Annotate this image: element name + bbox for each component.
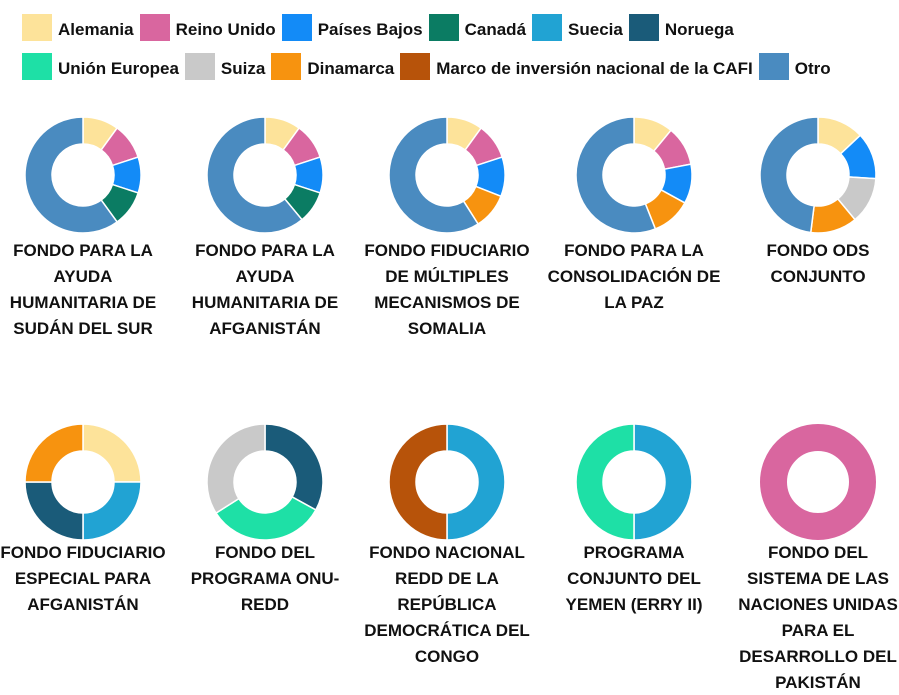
- legend-swatch: [628, 14, 659, 41]
- legend-label: Reino Unido: [175, 20, 276, 39]
- legend-swatch: [758, 53, 789, 80]
- legend-entry: Dinamarca: [271, 53, 394, 80]
- chart-title: FONDO PARA LA AYUDA HUMANITARIA DE SUDÁN…: [9, 241, 157, 338]
- donut-segment: [24, 116, 119, 234]
- chart-title: FONDO PARA LA CONSOLIDACIÓN DE LA PAZ: [547, 241, 721, 312]
- donut-segment: [82, 423, 142, 483]
- donut-segment: [24, 423, 84, 483]
- legend-label: Dinamarca: [307, 59, 395, 78]
- legend-swatch: [281, 14, 312, 41]
- chart-title: FONDO ODS CONJUNTO: [766, 241, 870, 286]
- legend-label: Noruega: [664, 20, 734, 39]
- chart-title: PROGRAMA CONJUNTO DEL YEMEN (ERRY II): [565, 543, 703, 614]
- donut-segment: [388, 423, 448, 541]
- chart-title: FONDO DEL SISTEMA DE LAS NACIONES UNIDAS…: [738, 543, 898, 692]
- donut-segment: [206, 116, 304, 234]
- legend-entry: Unión Europea: [22, 53, 179, 80]
- donut-segment: [82, 481, 142, 541]
- legend-label: Suecia: [568, 20, 623, 39]
- donut-segment: [206, 423, 266, 515]
- donut-segment: [575, 116, 657, 234]
- legend-entry: Otro: [758, 53, 831, 80]
- legend-swatch: [428, 14, 459, 41]
- legend-label: Suiza: [220, 59, 266, 78]
- legend-label: Países Bajos: [317, 20, 423, 39]
- legend-entry: Marco de inversión nacional de la CAFI: [400, 53, 753, 80]
- chart-title: FONDO FIDUCIARIO DE MÚLTIPLES MECANISMOS…: [364, 241, 530, 338]
- legend-entry: Suecia: [532, 14, 623, 41]
- legend-swatch: [22, 53, 52, 80]
- legend-entry: Canadá: [428, 14, 527, 41]
- legend-swatch: [139, 14, 170, 41]
- chart-title: FONDO FIDUCIARIO ESPECIAL PARA AFGANISTÁ…: [0, 543, 166, 614]
- legend-label: Alemania: [58, 20, 134, 39]
- legend-entry: Países Bajos: [281, 14, 423, 41]
- donut-segment: [575, 423, 635, 541]
- legend-swatch: [400, 53, 431, 80]
- legend-entry: Reino Unido: [139, 14, 276, 41]
- legend-label: Unión Europea: [58, 59, 179, 78]
- legend-entry: Suiza: [184, 53, 266, 80]
- legend-label: Marco de inversión nacional de la CAFI: [436, 59, 753, 78]
- donut-segment: [388, 116, 480, 234]
- chart-title: FONDO NACIONAL REDD DE LA REPÚBLICA DEMO…: [364, 543, 530, 666]
- legend-entry: Noruega: [628, 14, 734, 41]
- donut-segment: [760, 424, 876, 540]
- legend-label: Otro: [794, 59, 831, 78]
- legend-entry: Alemania: [22, 14, 134, 41]
- legend-swatch: [271, 53, 302, 80]
- donut-segment: [446, 423, 506, 541]
- legend-label: Canadá: [464, 20, 527, 39]
- legend-swatch: [22, 14, 52, 41]
- legend: Alemania Reino Unido Países Bajos Canadá Sue…: [22, 14, 892, 80]
- chart-title: FONDO DEL PROGRAMA ONU-REDD: [190, 543, 340, 614]
- donut-segment: [264, 423, 324, 511]
- legend-swatch: [532, 14, 563, 41]
- legend-swatch: [184, 53, 215, 80]
- donut-segment: [214, 495, 317, 541]
- chart-title: FONDO PARA LA AYUDA HUMANITARIA DE AFGAN…: [191, 241, 339, 338]
- donut-segment: [759, 116, 819, 234]
- donut-segment: [633, 423, 693, 541]
- donut-segment: [24, 481, 84, 541]
